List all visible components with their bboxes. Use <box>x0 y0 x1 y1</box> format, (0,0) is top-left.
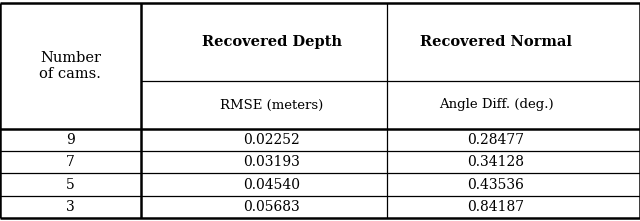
Text: 5: 5 <box>66 177 75 192</box>
Text: 9: 9 <box>66 133 75 147</box>
Text: 0.03193: 0.03193 <box>244 155 300 170</box>
Text: 7: 7 <box>66 155 75 170</box>
Text: RMSE (meters): RMSE (meters) <box>220 99 324 111</box>
Text: Recovered Normal: Recovered Normal <box>420 35 572 49</box>
Text: 0.34128: 0.34128 <box>467 155 525 170</box>
Text: 0.05683: 0.05683 <box>244 200 300 214</box>
Text: Angle Diff. (deg.): Angle Diff. (deg.) <box>438 99 554 111</box>
Text: 3: 3 <box>66 200 75 214</box>
Text: 0.43536: 0.43536 <box>468 177 524 192</box>
Text: 0.04540: 0.04540 <box>243 177 301 192</box>
Text: 0.28477: 0.28477 <box>467 133 525 147</box>
Text: 0.02252: 0.02252 <box>244 133 300 147</box>
Text: Recovered Depth: Recovered Depth <box>202 35 342 49</box>
Text: 0.84187: 0.84187 <box>467 200 525 214</box>
Text: Number
of cams.: Number of cams. <box>40 51 101 81</box>
